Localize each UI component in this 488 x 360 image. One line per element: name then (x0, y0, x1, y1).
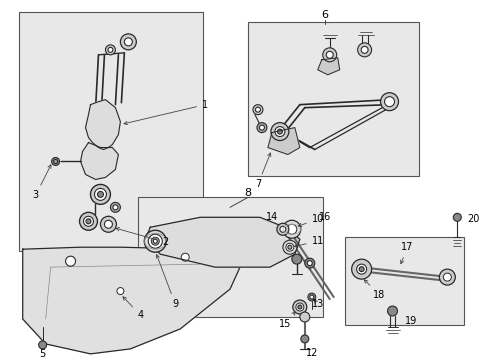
Circle shape (282, 240, 296, 254)
Polygon shape (85, 100, 120, 149)
Text: 14: 14 (265, 212, 278, 222)
Circle shape (439, 269, 454, 285)
Text: 5: 5 (40, 349, 46, 359)
Circle shape (291, 254, 301, 264)
Circle shape (255, 107, 260, 112)
Text: 2: 2 (116, 228, 168, 247)
Circle shape (297, 305, 301, 309)
Circle shape (274, 127, 285, 136)
Circle shape (108, 48, 113, 52)
Circle shape (94, 188, 106, 201)
Circle shape (97, 192, 103, 197)
Circle shape (452, 213, 460, 221)
Circle shape (90, 184, 110, 204)
Text: 9: 9 (156, 255, 178, 309)
Circle shape (285, 243, 293, 251)
Circle shape (351, 259, 371, 279)
Circle shape (120, 34, 136, 50)
Circle shape (276, 223, 288, 235)
Text: 16: 16 (318, 212, 330, 222)
Circle shape (110, 202, 120, 212)
Polygon shape (145, 217, 299, 267)
Circle shape (358, 267, 364, 272)
Polygon shape (22, 247, 240, 354)
Circle shape (306, 261, 312, 266)
Circle shape (322, 48, 336, 62)
Circle shape (153, 239, 157, 243)
Polygon shape (267, 127, 299, 154)
Circle shape (292, 300, 306, 314)
Text: 18: 18 (364, 280, 385, 300)
Circle shape (117, 288, 123, 294)
Bar (247, 22, 419, 176)
Circle shape (279, 226, 285, 232)
Circle shape (65, 256, 75, 266)
Circle shape (443, 273, 450, 281)
Circle shape (309, 295, 313, 299)
Circle shape (105, 45, 115, 55)
Text: 15: 15 (278, 312, 295, 329)
Circle shape (144, 230, 166, 252)
Circle shape (325, 51, 332, 58)
Circle shape (259, 125, 264, 130)
Circle shape (282, 220, 300, 238)
Circle shape (151, 237, 159, 245)
Text: 11: 11 (294, 236, 323, 247)
Circle shape (387, 306, 397, 316)
Circle shape (104, 220, 112, 228)
Circle shape (287, 245, 291, 249)
Text: 20: 20 (467, 214, 479, 224)
Circle shape (286, 224, 296, 234)
Text: 13: 13 (311, 299, 323, 309)
Text: 12: 12 (305, 348, 317, 358)
Circle shape (357, 43, 371, 57)
Circle shape (360, 46, 367, 53)
Circle shape (39, 341, 46, 349)
Text: 7: 7 (254, 153, 270, 189)
Circle shape (380, 93, 398, 111)
Text: 19: 19 (404, 316, 416, 326)
Text: 1: 1 (124, 100, 208, 125)
Text: 10: 10 (298, 214, 323, 226)
Text: 17: 17 (400, 242, 413, 264)
Circle shape (113, 205, 118, 210)
Circle shape (384, 97, 394, 107)
Text: 3: 3 (33, 165, 51, 201)
Circle shape (100, 216, 116, 232)
Circle shape (54, 159, 58, 163)
Polygon shape (81, 143, 118, 179)
Circle shape (148, 234, 162, 248)
Text: 6: 6 (321, 10, 327, 20)
Circle shape (300, 335, 308, 343)
Circle shape (277, 129, 282, 134)
Bar (138, 197, 322, 317)
Circle shape (295, 303, 303, 311)
Circle shape (256, 123, 266, 132)
Circle shape (270, 123, 288, 140)
Circle shape (356, 264, 366, 274)
Circle shape (124, 38, 132, 46)
Circle shape (86, 219, 91, 224)
Circle shape (299, 312, 309, 322)
Text: 4: 4 (122, 297, 143, 320)
Bar (19, 12, 203, 251)
Circle shape (52, 157, 60, 166)
Circle shape (304, 258, 314, 268)
Text: 8: 8 (244, 188, 251, 198)
Circle shape (83, 216, 93, 226)
Circle shape (80, 212, 97, 230)
Circle shape (252, 105, 263, 114)
Polygon shape (317, 58, 339, 75)
Bar (344, 237, 463, 325)
Circle shape (307, 293, 315, 301)
Circle shape (181, 253, 189, 261)
